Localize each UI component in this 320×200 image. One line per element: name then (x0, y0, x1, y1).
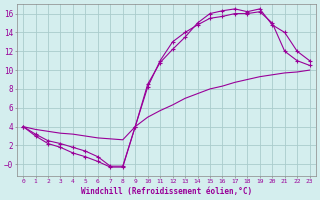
X-axis label: Windchill (Refroidissement éolien,°C): Windchill (Refroidissement éolien,°C) (81, 187, 252, 196)
